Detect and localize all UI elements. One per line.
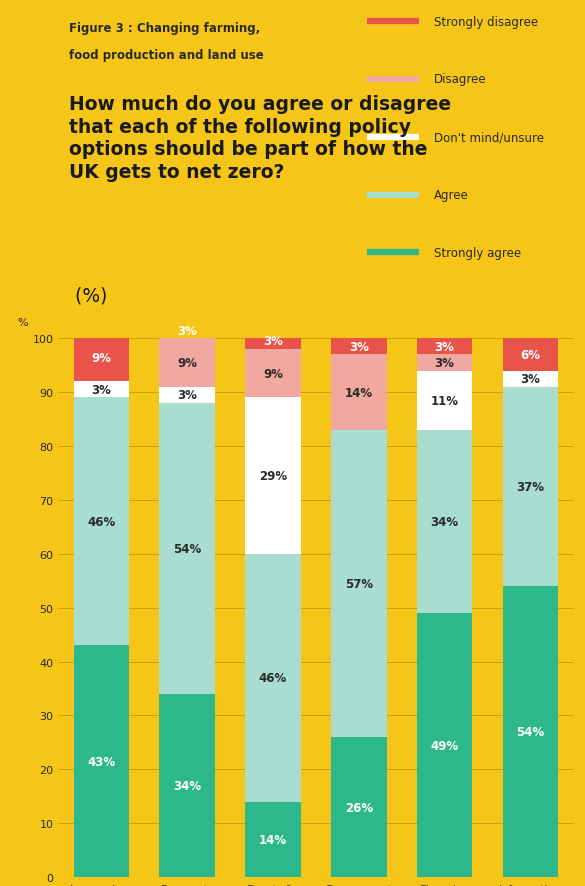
Text: 54%: 54% bbox=[173, 542, 201, 556]
Text: Strongly agree: Strongly agree bbox=[434, 246, 521, 260]
Bar bbox=[331, 355, 387, 431]
Text: %: % bbox=[18, 318, 28, 328]
Bar bbox=[245, 350, 301, 398]
Text: 3%: 3% bbox=[435, 340, 455, 354]
Bar bbox=[503, 338, 558, 371]
Text: Don't mind/unsure: Don't mind/unsure bbox=[434, 131, 544, 144]
Bar bbox=[417, 613, 473, 877]
Bar bbox=[245, 802, 301, 877]
Text: (%): (%) bbox=[69, 286, 107, 305]
Bar bbox=[503, 371, 558, 387]
Text: 9%: 9% bbox=[263, 368, 283, 380]
Text: Strongly disagree: Strongly disagree bbox=[434, 16, 538, 28]
Bar bbox=[417, 338, 473, 355]
Text: Disagree: Disagree bbox=[434, 74, 487, 86]
Text: 9%: 9% bbox=[177, 356, 197, 369]
Point bbox=[415, 17, 422, 27]
Text: 6%: 6% bbox=[521, 348, 541, 361]
Bar bbox=[74, 646, 129, 877]
Bar bbox=[245, 398, 301, 554]
Bar bbox=[159, 338, 215, 387]
Text: Agree: Agree bbox=[434, 189, 469, 202]
Text: 49%: 49% bbox=[431, 739, 459, 751]
Bar bbox=[74, 382, 129, 398]
Text: 34%: 34% bbox=[173, 779, 201, 792]
Text: 3%: 3% bbox=[435, 356, 455, 369]
Bar bbox=[417, 371, 473, 431]
Bar bbox=[245, 554, 301, 802]
Bar bbox=[503, 387, 558, 587]
Bar bbox=[245, 333, 301, 350]
Text: 3%: 3% bbox=[521, 373, 541, 385]
Text: 3%: 3% bbox=[91, 384, 111, 396]
Text: 57%: 57% bbox=[345, 578, 373, 590]
Point bbox=[364, 248, 371, 259]
Bar bbox=[74, 333, 129, 382]
Text: 14%: 14% bbox=[345, 386, 373, 399]
Text: 3%: 3% bbox=[349, 340, 369, 354]
Bar bbox=[331, 737, 387, 877]
Text: 3%: 3% bbox=[177, 389, 197, 402]
Text: Figure 3 : Changing farming,: Figure 3 : Changing farming, bbox=[69, 22, 260, 35]
Bar bbox=[159, 403, 215, 694]
Text: 46%: 46% bbox=[259, 672, 287, 685]
Bar bbox=[331, 431, 387, 737]
Text: 37%: 37% bbox=[517, 480, 545, 494]
Text: 43%: 43% bbox=[87, 755, 115, 768]
Point bbox=[364, 74, 371, 85]
Bar bbox=[159, 323, 215, 338]
Point bbox=[364, 17, 371, 27]
Text: 3%: 3% bbox=[177, 324, 197, 338]
Point bbox=[415, 132, 422, 143]
Bar bbox=[159, 694, 215, 877]
Bar bbox=[159, 387, 215, 403]
Bar bbox=[417, 431, 473, 613]
Text: 46%: 46% bbox=[87, 516, 115, 528]
Bar bbox=[503, 587, 558, 877]
Point bbox=[415, 248, 422, 259]
Point bbox=[415, 190, 422, 200]
Text: food production and land use: food production and land use bbox=[69, 49, 264, 61]
Bar bbox=[417, 355, 473, 371]
Bar bbox=[74, 398, 129, 646]
Point bbox=[415, 74, 422, 85]
Text: 3%: 3% bbox=[263, 335, 283, 348]
Text: 9%: 9% bbox=[91, 351, 111, 364]
Text: 14%: 14% bbox=[259, 833, 287, 846]
Text: 11%: 11% bbox=[431, 394, 459, 408]
Point bbox=[364, 190, 371, 200]
Text: 54%: 54% bbox=[517, 726, 545, 738]
Text: 34%: 34% bbox=[431, 516, 459, 528]
Bar bbox=[331, 338, 387, 355]
Text: How much do you agree or disagree
that each of the following policy
options shou: How much do you agree or disagree that e… bbox=[69, 95, 451, 182]
Point bbox=[364, 132, 371, 143]
Text: 26%: 26% bbox=[345, 801, 373, 813]
Text: 29%: 29% bbox=[259, 470, 287, 483]
